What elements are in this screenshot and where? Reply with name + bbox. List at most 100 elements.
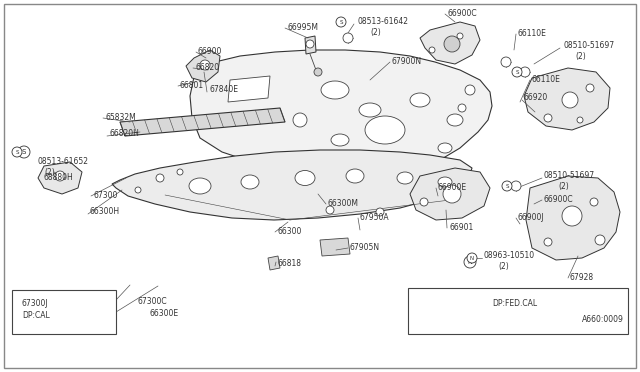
Polygon shape — [228, 76, 270, 102]
Circle shape — [464, 256, 476, 268]
Circle shape — [55, 171, 65, 181]
Text: 08510-51697: 08510-51697 — [563, 42, 614, 51]
Polygon shape — [38, 162, 82, 194]
Circle shape — [562, 92, 578, 108]
Circle shape — [12, 147, 22, 157]
Circle shape — [544, 238, 552, 246]
Text: 66110E: 66110E — [532, 74, 561, 83]
Circle shape — [336, 17, 346, 27]
Circle shape — [293, 113, 307, 127]
Ellipse shape — [447, 114, 463, 126]
Text: 65832M: 65832M — [105, 112, 136, 122]
Circle shape — [457, 33, 463, 39]
Circle shape — [544, 114, 552, 122]
Text: A660:0009: A660:0009 — [582, 314, 624, 324]
Text: 67840E: 67840E — [209, 86, 238, 94]
Text: 08963-10510: 08963-10510 — [484, 251, 535, 260]
Text: 08513-61652: 08513-61652 — [38, 157, 89, 167]
Text: 66820: 66820 — [195, 62, 219, 71]
Text: 67300J: 67300J — [22, 299, 49, 308]
Text: N: N — [468, 260, 472, 264]
Bar — [408, 288, 628, 334]
Polygon shape — [112, 150, 472, 220]
Ellipse shape — [331, 134, 349, 146]
Text: DP:CAL: DP:CAL — [22, 311, 50, 320]
Circle shape — [326, 206, 334, 214]
Ellipse shape — [241, 175, 259, 189]
Polygon shape — [526, 176, 620, 260]
Text: 08513-61642: 08513-61642 — [358, 17, 409, 26]
Text: 66995M: 66995M — [287, 23, 318, 32]
Circle shape — [18, 146, 30, 158]
Ellipse shape — [438, 177, 452, 187]
Text: S: S — [505, 183, 509, 189]
Text: 66901: 66901 — [449, 222, 473, 231]
Polygon shape — [120, 108, 285, 136]
Circle shape — [443, 185, 461, 203]
Polygon shape — [268, 256, 280, 270]
Text: N: N — [470, 256, 474, 260]
Circle shape — [177, 169, 183, 175]
Text: 08510-51697: 08510-51697 — [544, 171, 595, 180]
Text: 66820H: 66820H — [109, 129, 139, 138]
Circle shape — [444, 36, 460, 52]
Circle shape — [467, 253, 477, 263]
Circle shape — [314, 68, 322, 76]
Text: 66300M: 66300M — [328, 199, 359, 208]
Text: 67905N: 67905N — [350, 243, 380, 251]
Circle shape — [306, 40, 314, 48]
Text: 66300E: 66300E — [150, 310, 179, 318]
Text: 66900C: 66900C — [544, 195, 573, 203]
Text: 66900C: 66900C — [447, 9, 477, 17]
Text: 67928: 67928 — [570, 273, 594, 282]
Polygon shape — [305, 36, 316, 54]
Text: S: S — [22, 149, 26, 155]
Circle shape — [586, 84, 594, 92]
Text: S: S — [339, 19, 343, 25]
Text: (2): (2) — [498, 263, 509, 272]
Circle shape — [502, 181, 512, 191]
Text: 66801: 66801 — [180, 80, 204, 90]
Text: 66900: 66900 — [198, 46, 222, 55]
Circle shape — [429, 47, 435, 53]
Text: DP:FED.CAL: DP:FED.CAL — [492, 298, 537, 308]
Circle shape — [512, 67, 522, 77]
Circle shape — [200, 60, 210, 70]
Text: 66300: 66300 — [277, 227, 301, 235]
Polygon shape — [186, 50, 220, 82]
Text: 66300H: 66300H — [90, 208, 120, 217]
Ellipse shape — [321, 81, 349, 99]
Circle shape — [343, 33, 353, 43]
Circle shape — [590, 198, 598, 206]
Ellipse shape — [346, 169, 364, 183]
Text: 68880H: 68880H — [44, 173, 74, 182]
Text: 66900J: 66900J — [518, 212, 545, 221]
Text: 66920: 66920 — [524, 93, 548, 103]
Text: (2): (2) — [558, 183, 569, 192]
Circle shape — [595, 235, 605, 245]
Ellipse shape — [365, 116, 405, 144]
Text: S: S — [515, 70, 519, 74]
Text: (2): (2) — [370, 29, 381, 38]
Circle shape — [562, 206, 582, 226]
Text: 67300: 67300 — [93, 190, 117, 199]
Circle shape — [156, 174, 164, 182]
Circle shape — [420, 198, 428, 206]
Ellipse shape — [359, 103, 381, 117]
Circle shape — [135, 187, 141, 193]
Text: 66110E: 66110E — [518, 29, 547, 38]
Circle shape — [577, 117, 583, 123]
Text: (2): (2) — [44, 167, 55, 176]
Ellipse shape — [189, 178, 211, 194]
Circle shape — [511, 181, 521, 191]
Polygon shape — [348, 153, 378, 170]
Polygon shape — [320, 238, 350, 256]
Text: 67300C: 67300C — [138, 296, 168, 305]
Text: 66900E: 66900E — [438, 183, 467, 192]
Text: 66818: 66818 — [277, 260, 301, 269]
Circle shape — [501, 57, 511, 67]
Ellipse shape — [295, 170, 315, 186]
Polygon shape — [524, 68, 610, 130]
Text: S: S — [15, 150, 19, 154]
Circle shape — [458, 104, 466, 112]
